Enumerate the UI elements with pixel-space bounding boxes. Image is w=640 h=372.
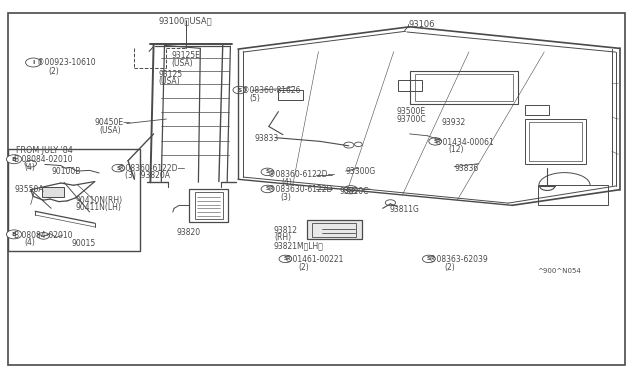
Text: (5): (5) xyxy=(250,94,260,103)
Text: S: S xyxy=(237,87,241,93)
Circle shape xyxy=(233,86,246,94)
Text: (3): (3) xyxy=(280,193,291,202)
Text: 90015: 90015 xyxy=(72,239,96,248)
Text: (USA): (USA) xyxy=(172,59,193,68)
Text: B 08084-02010: B 08084-02010 xyxy=(14,231,72,240)
Text: (3)  93820A: (3) 93820A xyxy=(125,171,170,180)
Bar xyxy=(42,187,64,197)
Text: ®083630-6122D: ®083630-6122D xyxy=(268,185,332,194)
Circle shape xyxy=(26,58,41,67)
Text: (4): (4) xyxy=(24,238,35,247)
Text: S: S xyxy=(116,166,120,171)
Bar xyxy=(398,80,422,91)
Text: 93821M〈LH〉: 93821M〈LH〉 xyxy=(274,241,324,250)
Text: 93700C: 93700C xyxy=(397,115,426,124)
Circle shape xyxy=(347,187,355,192)
Text: (2): (2) xyxy=(445,263,456,272)
Text: ®08363-62039: ®08363-62039 xyxy=(429,255,488,264)
Text: B: B xyxy=(12,232,17,237)
Text: ®08360-81626: ®08360-81626 xyxy=(242,86,300,95)
Text: (4): (4) xyxy=(24,163,35,172)
Text: S: S xyxy=(284,256,287,262)
Bar xyxy=(312,223,356,237)
Bar xyxy=(538,185,608,205)
Text: 90100B: 90100B xyxy=(51,167,81,176)
Text: ®08360-6122D—: ®08360-6122D— xyxy=(118,164,186,173)
Text: 93125E: 93125E xyxy=(172,51,200,60)
Bar xyxy=(525,119,586,164)
Circle shape xyxy=(355,142,362,147)
Bar xyxy=(8,149,140,251)
Circle shape xyxy=(279,255,292,263)
Text: ®08360-6122D—: ®08360-6122D— xyxy=(268,170,335,179)
Text: 93500E: 93500E xyxy=(397,107,426,116)
Bar xyxy=(195,192,223,219)
Circle shape xyxy=(261,185,274,193)
Text: ^900^N054: ^900^N054 xyxy=(538,268,581,274)
Text: 93833: 93833 xyxy=(255,134,279,143)
Bar xyxy=(525,105,549,115)
Text: (USA): (USA) xyxy=(99,126,121,135)
Text: 93106: 93106 xyxy=(408,20,435,29)
Text: S: S xyxy=(266,186,269,192)
Text: B 08084-02010: B 08084-02010 xyxy=(14,155,72,164)
Text: 90411N(LH): 90411N(LH) xyxy=(76,203,122,212)
Text: (RH): (RH) xyxy=(274,233,291,242)
Text: 93125: 93125 xyxy=(159,70,183,79)
Bar xyxy=(529,122,582,161)
Text: ®01434-00061: ®01434-00061 xyxy=(435,138,494,147)
Circle shape xyxy=(385,200,396,206)
Circle shape xyxy=(25,160,36,167)
Text: 93100〈USA〉: 93100〈USA〉 xyxy=(159,16,212,25)
Bar xyxy=(189,189,228,222)
Text: (12): (12) xyxy=(448,145,463,154)
Text: (USA): (USA) xyxy=(159,77,180,86)
Text: 93550A: 93550A xyxy=(14,185,44,194)
Text: ®00923-10610: ®00923-10610 xyxy=(37,58,96,67)
Text: S: S xyxy=(433,139,437,144)
Circle shape xyxy=(6,155,22,164)
Text: 93820: 93820 xyxy=(177,228,201,237)
Text: 90450E—: 90450E— xyxy=(95,118,131,127)
Text: FROM JULY '84: FROM JULY '84 xyxy=(16,146,73,155)
Text: S: S xyxy=(266,169,269,174)
Text: 93300G: 93300G xyxy=(346,167,376,176)
Text: 93812: 93812 xyxy=(274,226,298,235)
Circle shape xyxy=(422,255,435,263)
Text: S: S xyxy=(427,256,431,262)
Circle shape xyxy=(261,168,274,176)
Text: ®01461-00221: ®01461-00221 xyxy=(285,255,344,264)
Bar xyxy=(410,71,518,104)
Text: 93811G: 93811G xyxy=(389,205,419,214)
Text: (2): (2) xyxy=(298,263,309,272)
Circle shape xyxy=(344,186,358,194)
Bar xyxy=(278,90,303,100)
Text: 93932: 93932 xyxy=(442,118,466,126)
Text: (2): (2) xyxy=(48,67,59,76)
Circle shape xyxy=(112,164,125,172)
Text: (4): (4) xyxy=(282,178,292,187)
Circle shape xyxy=(6,230,22,239)
Text: 90410N(RH): 90410N(RH) xyxy=(76,196,123,205)
Bar xyxy=(415,74,513,101)
Text: I: I xyxy=(32,60,35,65)
Bar xyxy=(307,220,362,239)
Text: 93836: 93836 xyxy=(454,164,479,173)
Text: 93810C: 93810C xyxy=(339,187,369,196)
Circle shape xyxy=(344,142,354,148)
Text: B: B xyxy=(12,157,17,162)
Circle shape xyxy=(38,232,49,239)
Circle shape xyxy=(429,138,442,145)
